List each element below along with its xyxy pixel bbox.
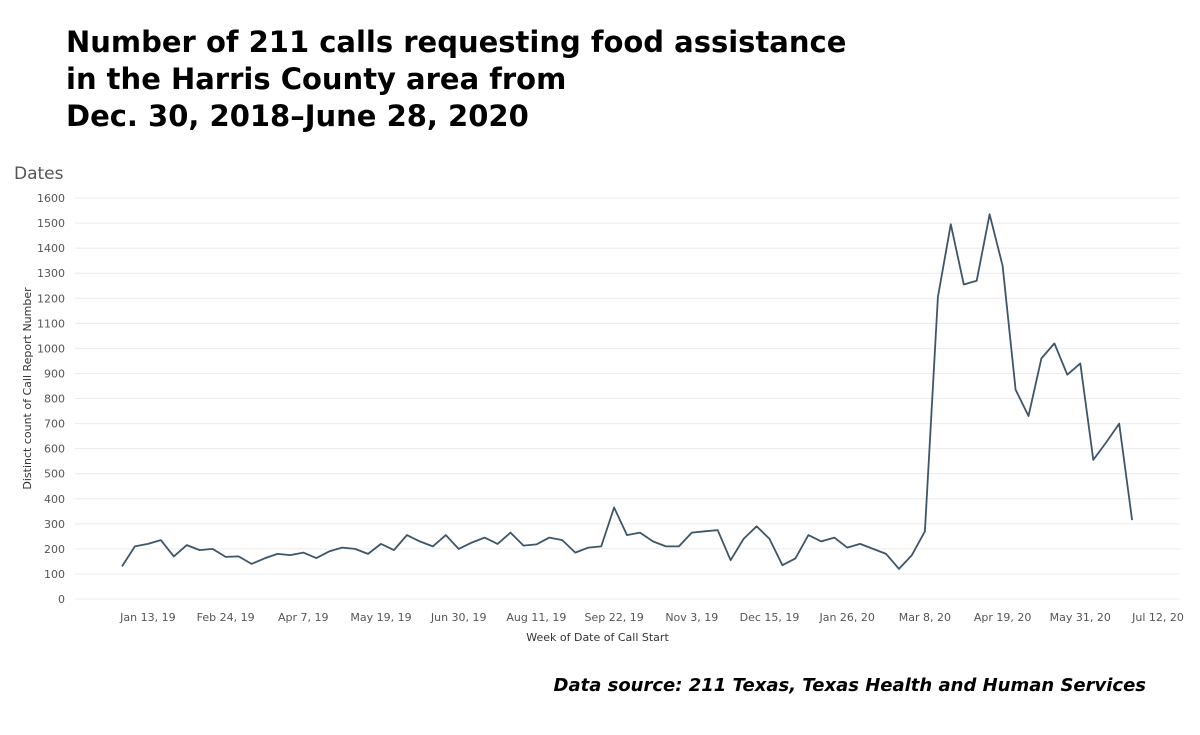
x-axis-ticks: Jan 13, 19 Feb 24, 19 Apr 7, 19 May 19, 19 J… [119, 611, 1184, 624]
y-tick-label: 0 [58, 593, 65, 606]
sheet-title: Dates [14, 164, 64, 184]
x-tick-label: Dec 15, 19 [740, 611, 800, 624]
x-tick-label: Jan 26, 20 [818, 611, 874, 624]
y-tick-label: 200 [44, 543, 65, 556]
series-layer [121, 213, 1133, 570]
x-tick-label: Apr 19, 20 [974, 611, 1032, 624]
x-tick-label: Feb 24, 19 [197, 611, 255, 624]
x-tick-label: May 19, 19 [350, 611, 411, 624]
x-tick-label: Nov 3, 19 [665, 611, 718, 624]
y-tick-label: 1200 [37, 292, 65, 305]
y-tick-label: 1100 [37, 317, 65, 330]
y-tick-label: 400 [44, 493, 65, 506]
y-tick-label: 1500 [37, 217, 65, 230]
y-tick-label: 1300 [37, 267, 65, 280]
y-axis-title: Distinct count of Call Report Number [21, 287, 34, 490]
y-tick-label: 300 [44, 518, 65, 531]
x-tick-label: Aug 11, 19 [506, 611, 566, 624]
x-tick-label: May 31, 20 [1050, 611, 1111, 624]
x-axis-title: Week of Date of Call Start [526, 631, 669, 644]
x-tick-label: Jun 30, 19 [430, 611, 487, 624]
y-tick-label: 900 [44, 367, 65, 380]
y-tick-label: 800 [44, 393, 65, 406]
title-line-2: in the Harris County area from [66, 62, 567, 96]
y-tick-label: 500 [44, 468, 65, 481]
data-source: Data source: 211 Texas, Texas Health and… [553, 675, 1147, 696]
title-line-3: Dec. 30, 2018–June 28, 2020 [66, 99, 529, 133]
x-tick-label: Apr 7, 19 [278, 611, 329, 624]
y-tick-label: 100 [44, 568, 65, 581]
y-tick-label: 600 [44, 443, 65, 456]
y-tick-label: 1600 [37, 192, 65, 205]
y-axis-ticks: 0 100 200 300 400 500 600 700 800 900 1000 1100 1200… [37, 192, 65, 606]
gridlines [75, 197, 1180, 600]
y-tick-label: 1400 [37, 242, 65, 255]
y-tick-label: 1000 [37, 342, 65, 355]
title-line-1: Number of 211 calls requesting food assi… [66, 25, 847, 59]
y-tick-label: 700 [44, 418, 65, 431]
x-tick-label: Mar 8, 20 [899, 611, 951, 624]
x-tick-label: Sep 22, 19 [584, 611, 643, 624]
x-tick-label: Jan 13, 19 [119, 611, 175, 624]
x-tick-label: Jul 12, 20 [1131, 611, 1184, 624]
series-line [121, 213, 1133, 570]
chart-title: Number of 211 calls requesting food assi… [66, 24, 1066, 135]
